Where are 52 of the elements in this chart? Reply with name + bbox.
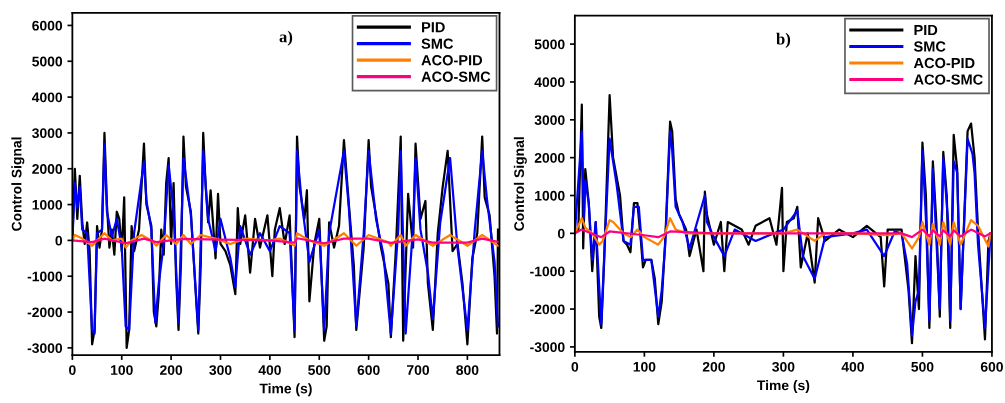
y-tick-label: 1000 bbox=[32, 199, 63, 210]
y-tick-label: 5000 bbox=[32, 56, 63, 67]
x-tick-label: 600 bbox=[980, 361, 1003, 372]
x-axis-title: Time (s) bbox=[259, 383, 312, 397]
text: a) bbox=[279, 30, 293, 46]
y-tick-label: 5000 bbox=[534, 39, 565, 50]
y-tick-label: 0 bbox=[55, 235, 63, 246]
x-tick-label: 0 bbox=[69, 365, 76, 375]
line-series bbox=[72, 232, 500, 249]
y-tick-label: 3000 bbox=[534, 115, 565, 125]
x-tick-label: 400 bbox=[841, 361, 864, 372]
y-tick-label: 1000 bbox=[535, 190, 565, 201]
y-tick-label: -1000 bbox=[530, 266, 565, 277]
x-tick-label: 700 bbox=[407, 365, 430, 375]
x-tick-label: 600 bbox=[357, 365, 380, 375]
legend-label: ACO-SMC bbox=[913, 74, 983, 85]
y-axis-title: Control Signal bbox=[11, 137, 25, 231]
x-tick-label: 300 bbox=[772, 361, 795, 372]
x-tick-label: 200 bbox=[160, 365, 183, 375]
legend-label: ACO-SMC bbox=[421, 71, 491, 82]
y-tick-label: 3000 bbox=[32, 128, 63, 139]
y-tick-label: 2000 bbox=[32, 164, 63, 174]
legend-label: ACO-PID bbox=[421, 55, 483, 66]
y-tick-label: -2000 bbox=[27, 307, 63, 318]
y-tick-label: 2000 bbox=[534, 152, 565, 163]
legend-label: PID bbox=[422, 22, 445, 33]
line-series bbox=[574, 130, 992, 337]
x-tick-label: 500 bbox=[911, 361, 934, 372]
x-tick-label: 100 bbox=[633, 361, 656, 372]
y-tick-label: 4000 bbox=[31, 92, 63, 103]
y-tick-label: -2000 bbox=[530, 304, 565, 315]
legend-label: SMC bbox=[913, 41, 946, 52]
x-axis-title: Time (s) bbox=[757, 380, 810, 393]
y-axis-title: Control Signal bbox=[513, 137, 527, 231]
x-tick-label: 100 bbox=[111, 365, 133, 375]
y-tick-label: 4000 bbox=[534, 77, 565, 88]
text: b) bbox=[776, 32, 791, 48]
legend-label: PID bbox=[914, 25, 938, 36]
legend-label: ACO-PID bbox=[913, 57, 975, 69]
legend-label: SMC bbox=[421, 38, 454, 49]
line-series bbox=[574, 228, 992, 239]
y-tick-label: -3000 bbox=[530, 342, 565, 353]
y-tick-label: -1000 bbox=[27, 271, 63, 282]
y-tick-label: -3000 bbox=[27, 343, 63, 354]
y-tick-label: 0 bbox=[557, 228, 565, 239]
x-tick-label: 500 bbox=[308, 365, 331, 375]
y-tick-label: 6000 bbox=[32, 20, 63, 31]
x-tick-label: 400 bbox=[258, 365, 281, 375]
x-tick-label: 800 bbox=[456, 365, 479, 375]
x-tick-label: 0 bbox=[571, 361, 579, 372]
x-tick-label: 200 bbox=[702, 361, 725, 372]
x-tick-label: 300 bbox=[209, 365, 232, 375]
